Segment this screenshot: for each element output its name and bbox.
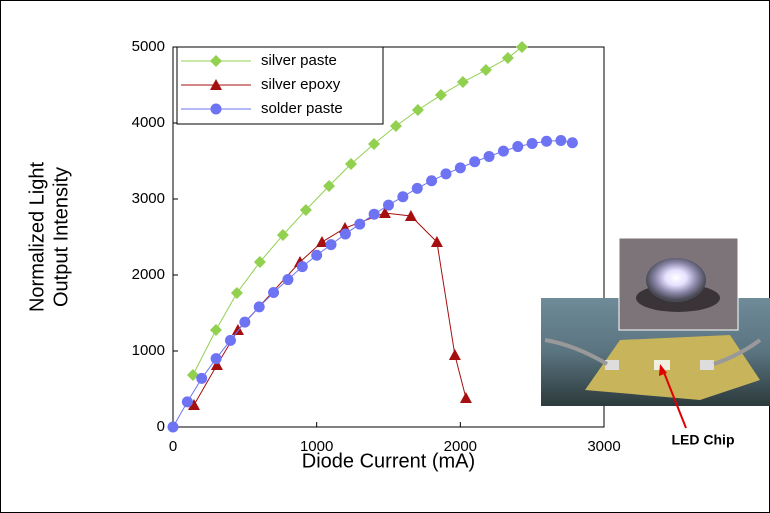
legend-label: solder paste — [261, 100, 343, 117]
marker — [224, 334, 236, 346]
x-tick-label: 2000 — [444, 438, 477, 455]
arrow — [662, 369, 687, 429]
marker — [501, 52, 514, 65]
marker — [526, 138, 538, 150]
marker — [187, 399, 200, 411]
y-tick-label: 4000 — [132, 114, 165, 131]
x-tick-label: 0 — [169, 438, 177, 455]
y-tick-label: 5000 — [132, 38, 165, 55]
annotation: LED Chip — [672, 432, 735, 448]
marker — [404, 210, 417, 222]
marker — [186, 369, 199, 382]
marker — [430, 236, 443, 248]
marker — [454, 162, 466, 174]
marker — [483, 150, 495, 162]
marker — [459, 391, 472, 403]
led-glow — [646, 258, 706, 302]
marker — [440, 168, 452, 180]
marker — [315, 236, 328, 248]
marker — [479, 64, 492, 77]
marker — [541, 135, 553, 147]
marker — [299, 204, 312, 217]
marker — [397, 191, 409, 203]
marker — [456, 76, 469, 89]
marker — [345, 157, 358, 170]
marker — [239, 316, 251, 328]
y-axis-label: Normalized Light — [26, 162, 48, 313]
marker — [230, 287, 243, 300]
x-tick-label: 3000 — [587, 438, 620, 455]
marker — [276, 229, 289, 242]
marker — [367, 137, 380, 150]
pad — [654, 360, 670, 370]
marker — [231, 324, 244, 336]
photo-inset — [541, 237, 770, 429]
marker — [448, 349, 461, 361]
pad — [605, 360, 619, 370]
marker — [210, 353, 222, 365]
marker — [181, 396, 193, 408]
marker — [434, 89, 447, 102]
marker — [411, 104, 424, 117]
marker — [566, 137, 578, 149]
arrow-head — [659, 364, 667, 376]
series-line — [192, 46, 523, 376]
marker — [469, 156, 481, 168]
marker — [383, 199, 394, 211]
marker — [282, 274, 294, 286]
wire — [713, 338, 762, 366]
marker — [253, 301, 265, 313]
marker — [426, 175, 438, 187]
marker — [411, 182, 423, 194]
plot-area: 0 1000 2000 3000 4000 5000 0 1000 2000 3000 Diode … — [26, 38, 620, 472]
y-tick-label: 2000 — [132, 266, 165, 283]
marker — [354, 218, 366, 230]
y-axis-label: Output Intensity — [50, 167, 72, 307]
x-axis-label: Diode Current (mA) — [302, 450, 475, 472]
legend-label: silver epoxy — [261, 76, 341, 93]
board — [585, 335, 760, 400]
marker — [196, 372, 208, 384]
marker — [210, 358, 223, 370]
marker — [325, 239, 337, 251]
marker — [311, 249, 323, 261]
y-tick-label: 0 — [157, 418, 165, 435]
marker — [323, 180, 336, 193]
plot-frame — [172, 46, 605, 428]
marker — [515, 41, 528, 53]
marker — [497, 145, 509, 157]
marker — [296, 261, 308, 273]
marker — [268, 286, 280, 298]
marker — [389, 119, 402, 132]
marker — [210, 79, 222, 90]
pad — [700, 360, 714, 370]
marker — [253, 256, 266, 269]
marker — [167, 421, 179, 433]
y-tick-label: 3000 — [132, 190, 165, 207]
y-tick-label: 1000 — [132, 342, 165, 359]
wire — [544, 338, 609, 366]
marker — [512, 141, 524, 153]
marker — [209, 324, 222, 337]
marker — [210, 55, 222, 67]
marker — [339, 228, 351, 240]
marker — [378, 206, 391, 218]
marker — [555, 134, 567, 146]
x-tick-label: 1000 — [300, 438, 333, 455]
marker — [368, 208, 380, 220]
legend-label: silver paste — [261, 52, 337, 69]
marker — [210, 103, 222, 115]
